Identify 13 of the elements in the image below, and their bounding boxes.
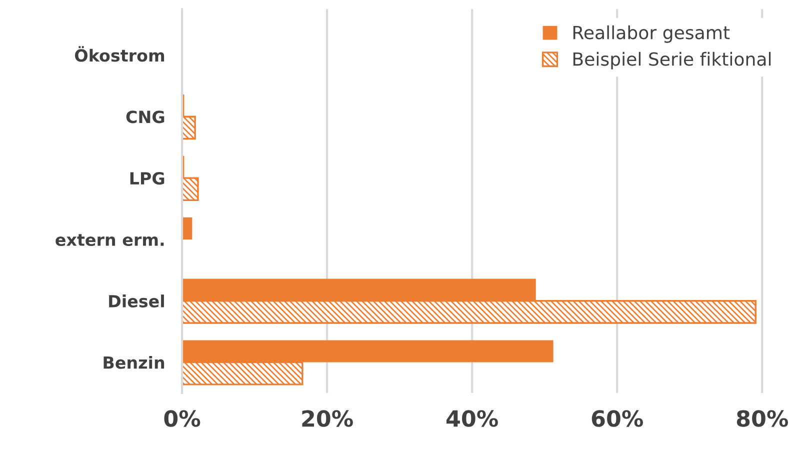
y-tick-label: CNG — [126, 110, 164, 124]
y-tick-label: extern erm. — [56, 234, 164, 246]
x-tick-label: 60% — [592, 410, 643, 427]
x-tick-label: 80% — [736, 410, 788, 427]
y-tick-label: LPG — [130, 172, 164, 185]
x-tick-label: 40% — [446, 410, 498, 427]
legend-label: Beispiel Serie fiktional — [573, 52, 771, 70]
x-tick-label: 0% — [164, 410, 200, 427]
legend-label: Reallabor gesamt — [573, 25, 730, 43]
y-tick-label: Diesel — [109, 294, 164, 308]
y-tick-label: Benzin — [104, 356, 164, 369]
y-tick-label: Ökostrom — [75, 46, 164, 62]
x-tick-label: 20% — [302, 410, 353, 427]
